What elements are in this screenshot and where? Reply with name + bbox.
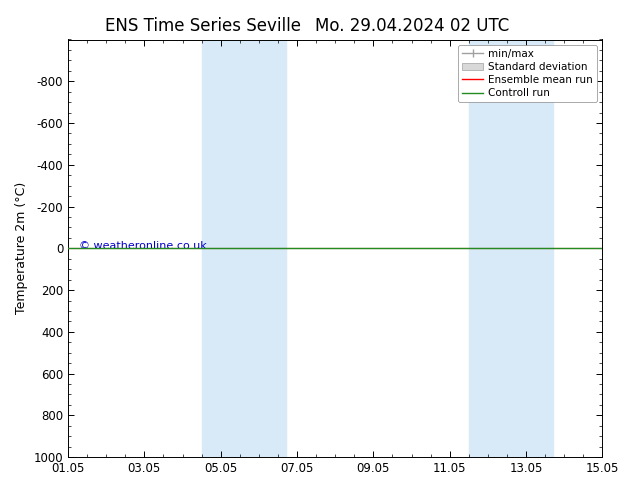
Text: ENS Time Series Seville: ENS Time Series Seville — [105, 17, 301, 35]
Bar — [469, 40, 553, 457]
Text: © weatheronline.co.uk: © weatheronline.co.uk — [79, 241, 207, 251]
Text: Mo. 29.04.2024 02 UTC: Mo. 29.04.2024 02 UTC — [315, 17, 509, 35]
Y-axis label: Temperature 2m (°C): Temperature 2m (°C) — [15, 182, 28, 315]
Legend: min/max, Standard deviation, Ensemble mean run, Controll run: min/max, Standard deviation, Ensemble me… — [458, 45, 597, 102]
Bar — [202, 40, 285, 457]
